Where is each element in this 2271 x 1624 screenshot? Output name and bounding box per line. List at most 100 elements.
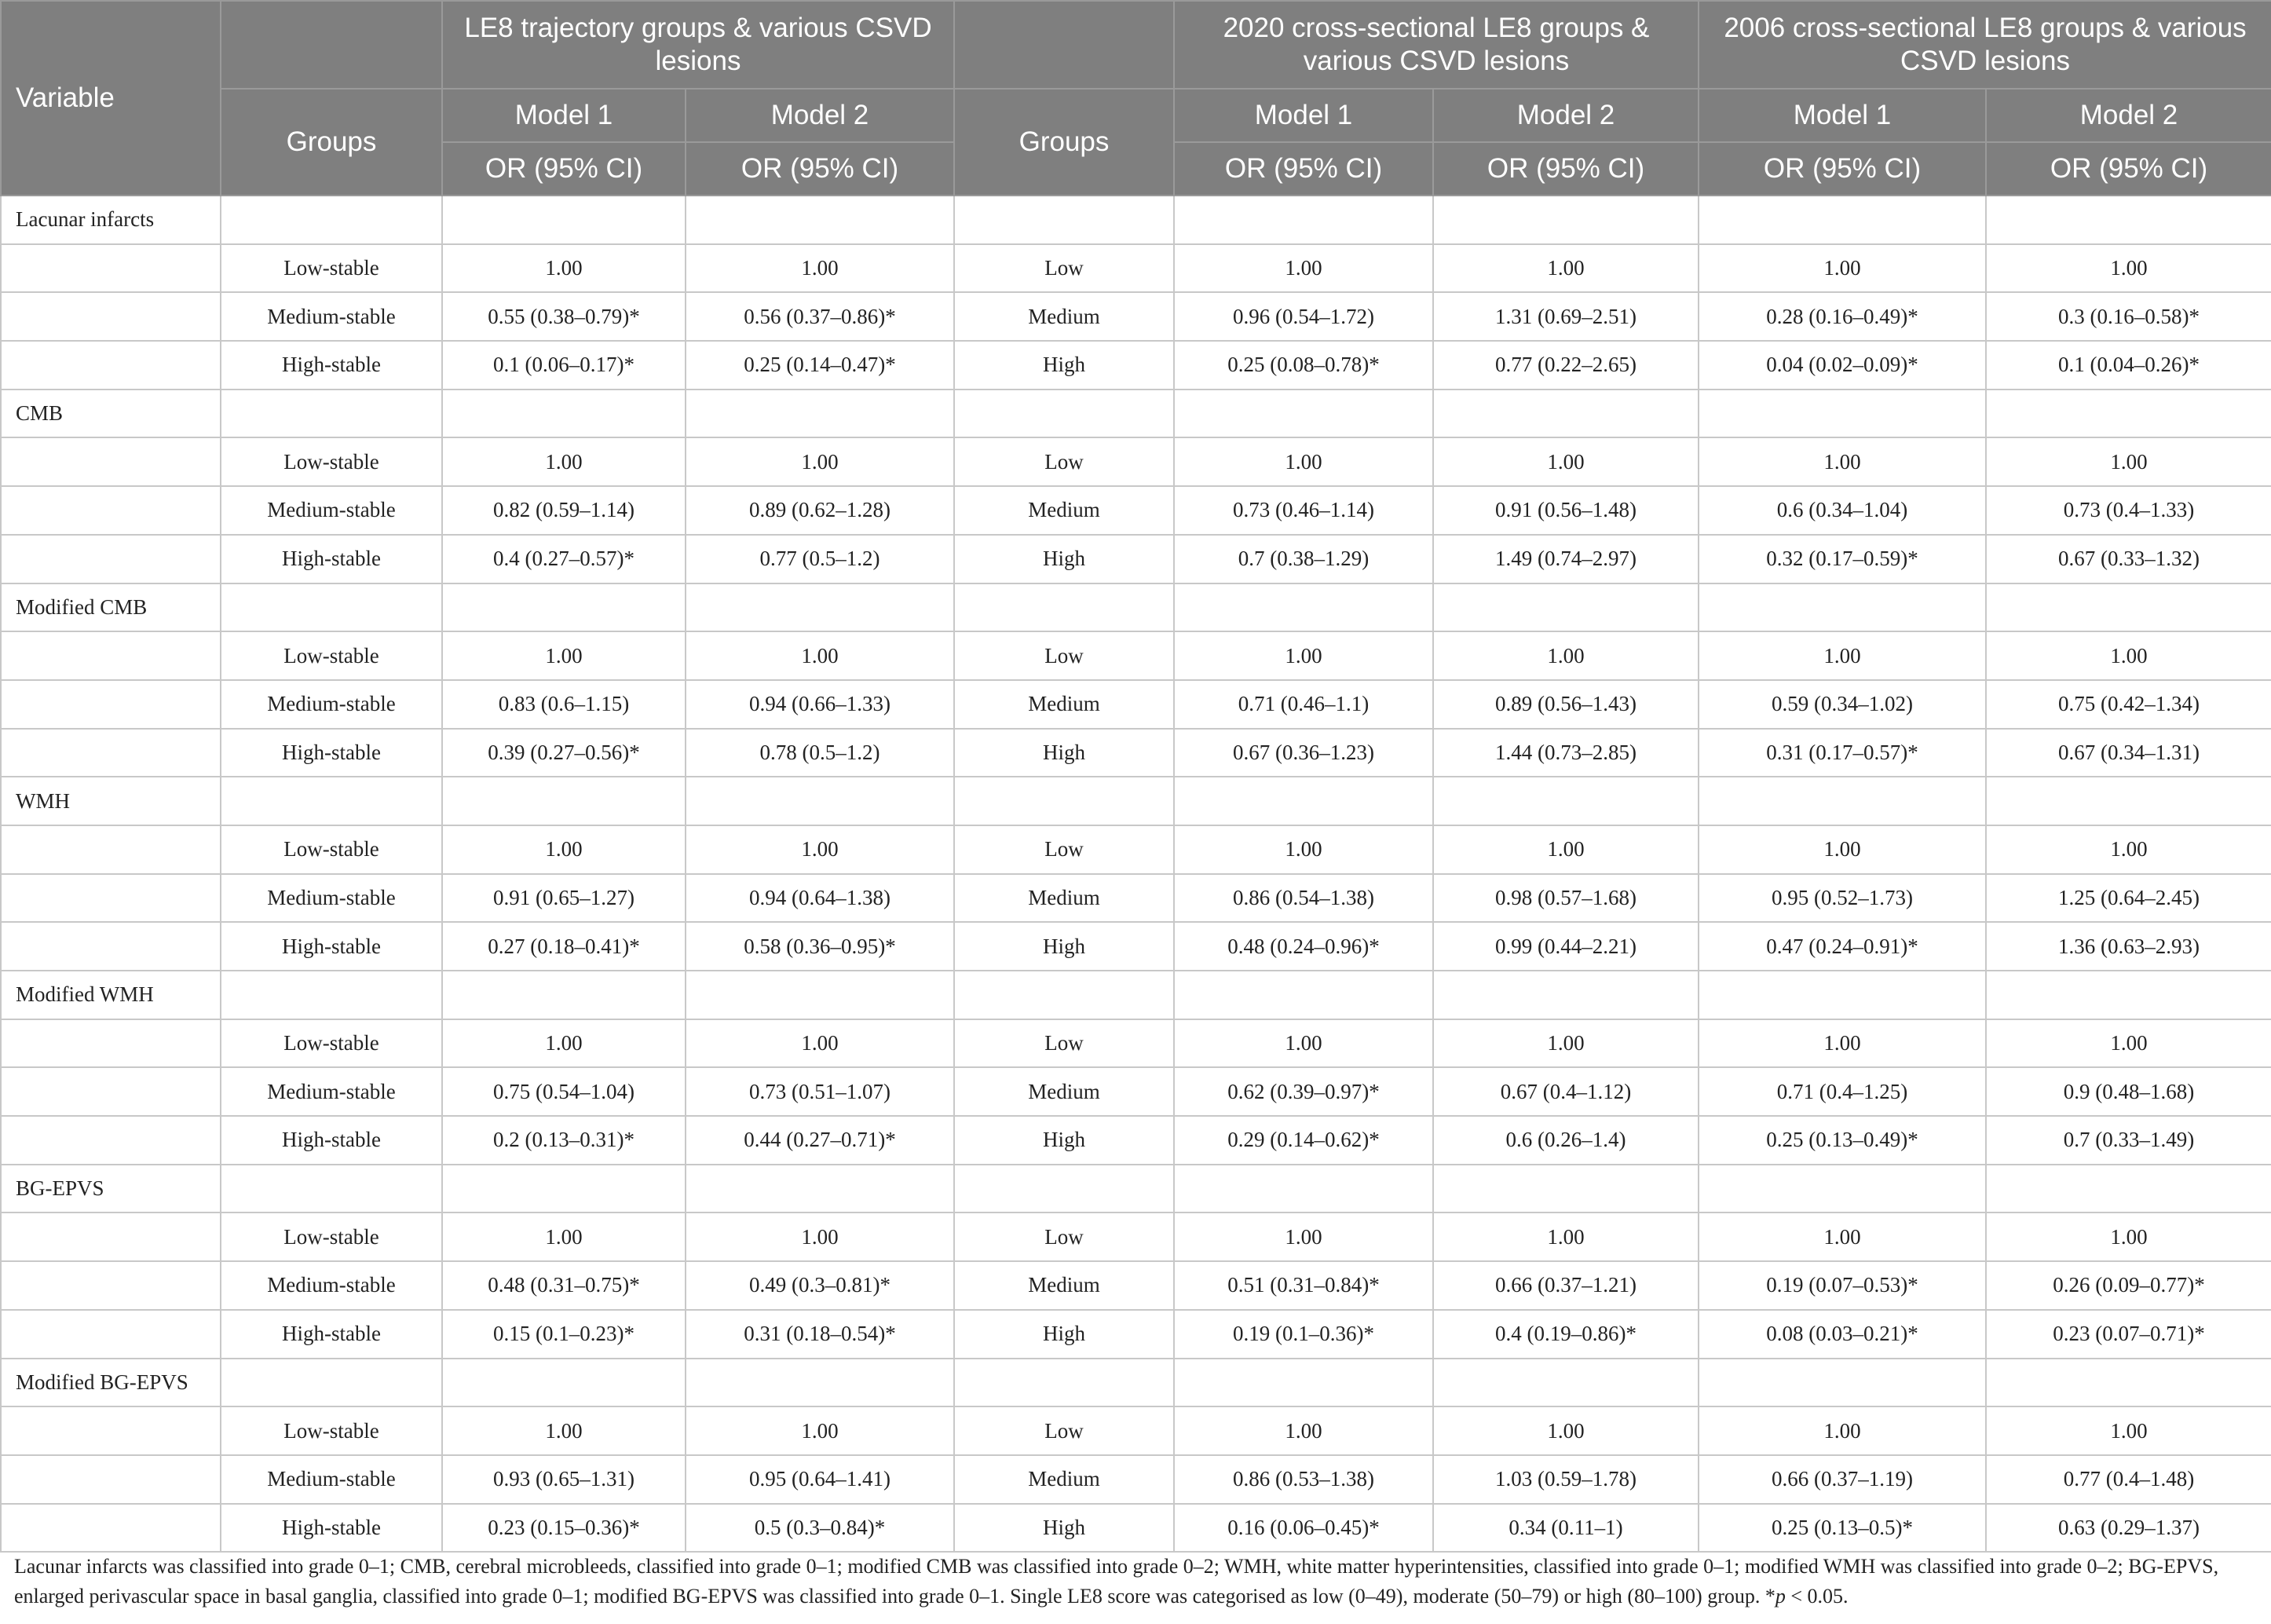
or-cell bbox=[441, 582, 686, 633]
or-cell: 0.7 (0.33–1.49) bbox=[1985, 1115, 2271, 1165]
variable-cell bbox=[0, 824, 221, 875]
table-row: High-stable 0.39 (0.27–0.56)* 0.78 (0.5–1.… bbox=[0, 727, 2271, 778]
or-cell bbox=[1432, 1357, 1699, 1408]
group-cell bbox=[953, 1163, 1175, 1214]
or-cell: 0.23 (0.07–0.71)* bbox=[1985, 1308, 2271, 1359]
or-cell bbox=[685, 970, 955, 1020]
variable-cell bbox=[0, 872, 221, 924]
table-row: Low-stable 1.00 1.00 Low 1.00 1.00 1.00 1.00 bbox=[0, 824, 2271, 875]
or-cell: 0.1 (0.04–0.26)* bbox=[1985, 340, 2271, 390]
group-cell: Low bbox=[953, 243, 1175, 294]
or-cell: 1.00 bbox=[1432, 824, 1699, 875]
or-cell: 0.89 (0.56–1.43) bbox=[1432, 678, 1699, 730]
group-cell bbox=[953, 970, 1175, 1020]
variable-cell bbox=[0, 1308, 221, 1359]
variable-cell bbox=[0, 243, 221, 294]
or-cell: 0.23 (0.15–0.36)* bbox=[441, 1502, 686, 1553]
group-cell bbox=[220, 1163, 443, 1214]
variable-cell bbox=[0, 631, 221, 681]
variable-cell: Modified WMH bbox=[0, 970, 221, 1020]
or-cell: 1.00 bbox=[1432, 437, 1699, 488]
or-cell bbox=[1985, 970, 2271, 1020]
group-cell: High-stable bbox=[220, 727, 443, 778]
or-cell bbox=[1985, 582, 2271, 633]
variable-row: Modified BG-EPVS bbox=[0, 1357, 2271, 1408]
or-cell: 0.9 (0.48–1.68) bbox=[1985, 1066, 2271, 1117]
or-cell: 1.00 bbox=[1173, 1212, 1434, 1263]
or-cell: 0.15 (0.1–0.23)* bbox=[441, 1308, 686, 1359]
or-cell bbox=[1698, 1357, 1987, 1408]
variable-cell bbox=[0, 1260, 221, 1311]
or-cell: 0.5 (0.3–0.84)* bbox=[685, 1502, 955, 1553]
group-cell bbox=[953, 776, 1175, 826]
or-cell: 0.77 (0.4–1.48) bbox=[1985, 1454, 2271, 1505]
or-cell: 0.86 (0.54–1.38) bbox=[1173, 872, 1434, 924]
or-cell: 0.73 (0.46–1.14) bbox=[1173, 485, 1434, 536]
or-cell: 1.49 (0.74–2.97) bbox=[1432, 533, 1699, 584]
or-cell: 1.00 bbox=[1173, 824, 1434, 875]
variable-cell bbox=[0, 1212, 221, 1263]
or-cell: 0.25 (0.13–0.5)* bbox=[1698, 1502, 1987, 1553]
or-cell: 1.00 bbox=[441, 437, 686, 488]
group-cell: Medium bbox=[953, 1066, 1175, 1117]
group-cell: Low-stable bbox=[220, 1406, 443, 1456]
or-cell: 0.66 (0.37–1.21) bbox=[1432, 1260, 1699, 1311]
or-cell bbox=[685, 1357, 955, 1408]
group-cell bbox=[220, 195, 443, 245]
variable-row: BG-EPVS bbox=[0, 1163, 2271, 1214]
or-cell: 0.55 (0.38–0.79)* bbox=[441, 291, 686, 342]
or-cell: 0.83 (0.6–1.15) bbox=[441, 678, 686, 730]
variable-cell bbox=[0, 921, 221, 971]
variable-cell bbox=[0, 1018, 221, 1069]
or-cell: 0.56 (0.37–0.86)* bbox=[685, 291, 955, 342]
variable-cell bbox=[0, 1502, 221, 1553]
or-cell bbox=[1173, 970, 1434, 1020]
header-or-ci: OR (95% CI) bbox=[1432, 141, 1699, 196]
or-cell bbox=[1432, 776, 1699, 826]
or-cell: 1.00 bbox=[1432, 1212, 1699, 1263]
or-cell: 1.44 (0.73–2.85) bbox=[1432, 727, 1699, 778]
group-cell bbox=[953, 195, 1175, 245]
group-cell: Low bbox=[953, 631, 1175, 681]
or-cell: 0.75 (0.42–1.34) bbox=[1985, 678, 2271, 730]
group-cell: Low bbox=[953, 1212, 1175, 1263]
table-row: Low-stable 1.00 1.00 Low 1.00 1.00 1.00 1.00 bbox=[0, 1406, 2271, 1456]
table-row: Medium-stable 0.75 (0.54–1.04) 0.73 (0.51–… bbox=[0, 1066, 2271, 1117]
group-cell: High bbox=[953, 1502, 1175, 1553]
or-cell: 0.63 (0.29–1.37) bbox=[1985, 1502, 2271, 1553]
variable-cell: CMB bbox=[0, 388, 221, 439]
or-cell bbox=[685, 582, 955, 633]
or-cell bbox=[1698, 1163, 1987, 1214]
header-or-ci: OR (95% CI) bbox=[1173, 141, 1434, 196]
or-cell bbox=[1173, 1357, 1434, 1408]
group-cell: Medium-stable bbox=[220, 485, 443, 536]
or-cell: 1.00 bbox=[1985, 1018, 2271, 1069]
or-cell: 1.00 bbox=[685, 1212, 955, 1263]
or-cell: 0.31 (0.17–0.57)* bbox=[1698, 727, 1987, 778]
group-cell: Medium-stable bbox=[220, 872, 443, 924]
or-cell: 1.00 bbox=[685, 631, 955, 681]
or-cell: 0.16 (0.06–0.45)* bbox=[1173, 1502, 1434, 1553]
table-row: Low-stable 1.00 1.00 Low 1.00 1.00 1.00 1.00 bbox=[0, 243, 2271, 294]
header-section-2020: 2020 cross-sectional LE8 groups & variou… bbox=[1173, 0, 1699, 90]
or-cell: 0.82 (0.59–1.14) bbox=[441, 485, 686, 536]
or-cell bbox=[685, 388, 955, 439]
or-cell: 1.00 bbox=[1698, 631, 1987, 681]
or-cell: 1.00 bbox=[1985, 243, 2271, 294]
or-cell: 0.19 (0.1–0.36)* bbox=[1173, 1308, 1434, 1359]
group-cell: Medium bbox=[953, 678, 1175, 730]
variable-row: Modified WMH bbox=[0, 970, 2271, 1020]
or-cell bbox=[1698, 388, 1987, 439]
or-cell: 0.94 (0.66–1.33) bbox=[685, 678, 955, 730]
or-cell: 1.00 bbox=[1985, 631, 2271, 681]
group-cell: Low-stable bbox=[220, 1212, 443, 1263]
or-cell: 1.00 bbox=[1173, 243, 1434, 294]
or-cell bbox=[441, 776, 686, 826]
or-cell: 1.00 bbox=[1698, 1406, 1987, 1456]
header-empty-cell bbox=[220, 0, 443, 90]
or-cell: 0.67 (0.34–1.31) bbox=[1985, 727, 2271, 778]
or-cell: 1.00 bbox=[441, 631, 686, 681]
or-cell: 1.00 bbox=[1698, 1018, 1987, 1069]
or-cell: 0.34 (0.11–1) bbox=[1432, 1502, 1699, 1553]
or-cell bbox=[1173, 582, 1434, 633]
